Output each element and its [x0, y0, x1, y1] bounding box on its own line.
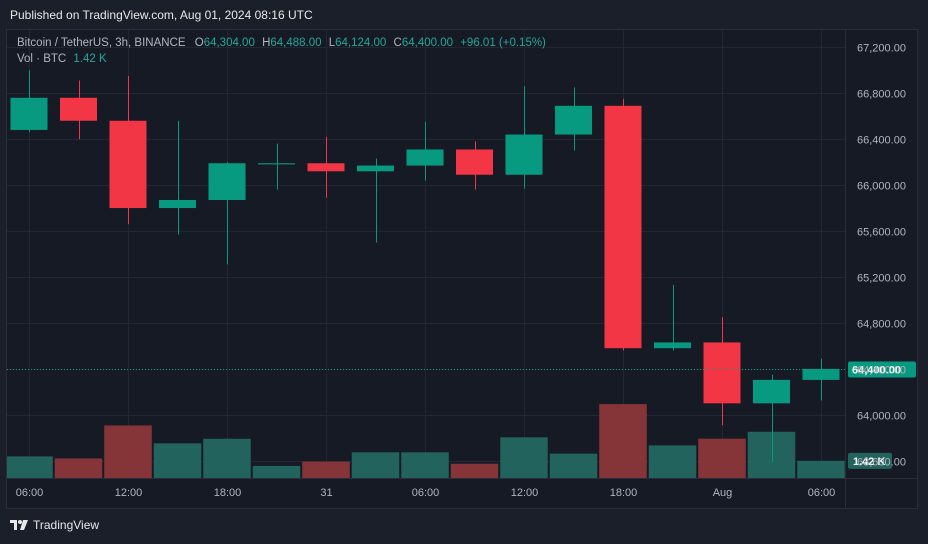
volume-bar	[54, 458, 103, 478]
volume-bar	[599, 404, 647, 478]
volume-bar	[747, 431, 796, 478]
open-label: O	[194, 37, 204, 49]
candle-body	[208, 163, 246, 201]
last-volume-label: 1.42 K	[853, 456, 885, 468]
volume-bar	[797, 460, 845, 478]
x-tick-label: 18:00	[214, 487, 242, 499]
x-tick-label: 18:00	[610, 487, 638, 499]
high-label: H	[262, 37, 271, 49]
high-value: 64,488.00	[270, 37, 322, 49]
volume-bar	[302, 461, 350, 478]
tradingview-logo-icon	[10, 520, 28, 530]
volume-bar	[153, 443, 202, 478]
x-tick-label: 12:00	[511, 487, 539, 499]
volume-bar	[7, 456, 53, 478]
candle-body	[307, 163, 345, 172]
volume-value: 1.42 K	[73, 53, 107, 65]
low-label: L	[328, 37, 336, 49]
x-tick-label: 31	[320, 487, 332, 499]
volume-bar	[500, 437, 548, 478]
candle-body	[10, 97, 48, 130]
time-axis: 06:00 12:00 18:00 31 06:00 12:00 18:00 Aug 06:00	[7, 478, 917, 499]
candle-body	[703, 342, 741, 404]
y-tick-label: 64,800.00	[857, 319, 906, 331]
y-tick-label: 64,400.00	[857, 365, 906, 377]
tradingview-footer[interactable]: TradingView	[10, 518, 99, 532]
candle-body	[406, 149, 444, 166]
x-tick-label: 06:00	[16, 487, 44, 499]
volume-label: Vol · BTC	[17, 53, 67, 65]
x-tick-label: 06:00	[412, 487, 440, 499]
volume-bar	[450, 463, 499, 478]
x-tick-label: Aug	[713, 487, 733, 499]
y-tick-label: 66,400.00	[857, 135, 906, 147]
last-price-badge	[848, 361, 916, 378]
y-tick-label: 65,600.00	[857, 227, 906, 239]
candle-body	[654, 342, 691, 349]
y-tick-label: 63,600.00	[857, 457, 906, 469]
candles	[10, 70, 840, 462]
published-caption: Published on TradingView.com, Aug 01, 20…	[10, 8, 313, 22]
candle-body	[60, 97, 97, 121]
open-value: 64,304.00	[203, 37, 255, 49]
close-label: C	[393, 37, 402, 49]
chart-legend: Bitcoin / TetherUS, 3h, BINANCE O64,304.…	[17, 35, 546, 67]
ohlc-legend-row: Bitcoin / TetherUS, 3h, BINANCE O64,304.…	[17, 35, 546, 51]
y-tick-label: 65,200.00	[857, 273, 906, 285]
price-axis: 67,200.00 66,800.00 66,400.00 66,000.00 65,6…	[845, 30, 906, 508]
volume-bar	[203, 438, 251, 478]
candle-body	[802, 368, 840, 380]
x-tick-label: 12:00	[115, 487, 143, 499]
candle-body	[159, 200, 196, 209]
candle-body	[604, 105, 642, 349]
change-value: +96.01 (+0.15%)	[460, 37, 546, 49]
x-tick-label: 06:00	[808, 487, 836, 499]
volume-legend-row: Vol · BTC 1.42 K	[17, 51, 546, 67]
y-tick-label: 67,200.00	[857, 43, 906, 55]
candlestick-chart[interactable]: 64,400.00 1.42 K 67,200.00 66,800.00 66,400…	[7, 30, 917, 508]
volume-bar	[698, 438, 746, 478]
last-price-label: 64,400.00	[852, 365, 901, 377]
volume-bar	[351, 452, 400, 478]
volume-bar	[549, 453, 598, 478]
volume-bar	[104, 425, 152, 478]
candle-body	[505, 134, 543, 175]
candle-body	[753, 379, 790, 404]
grid-lines	[7, 30, 845, 478]
last-volume-badge	[848, 452, 892, 469]
volume-bar	[401, 452, 449, 478]
volume-bar	[252, 465, 301, 478]
chart-panel[interactable]: 64,400.00 1.42 K 67,200.00 66,800.00 66,400…	[6, 29, 918, 509]
close-value: 64,400.00	[401, 37, 454, 49]
y-tick-label: 66,000.00	[857, 181, 906, 193]
low-value: 64,124.00	[335, 37, 387, 49]
symbol-label: Bitcoin / TetherUS, 3h, BINANCE	[17, 37, 186, 49]
candle-body	[456, 149, 493, 175]
y-tick-label: 64,000.00	[857, 411, 906, 423]
last-price-line: 64,400.00 1.42 K	[7, 361, 916, 469]
y-tick-label: 66,800.00	[857, 89, 906, 101]
candle-body	[109, 120, 147, 209]
candle-body	[357, 165, 394, 172]
candle-body	[555, 105, 592, 135]
volume-bars	[7, 404, 845, 478]
tradingview-brand: TradingView	[33, 518, 100, 532]
volume-bar	[648, 445, 697, 478]
candle-body	[258, 163, 295, 165]
